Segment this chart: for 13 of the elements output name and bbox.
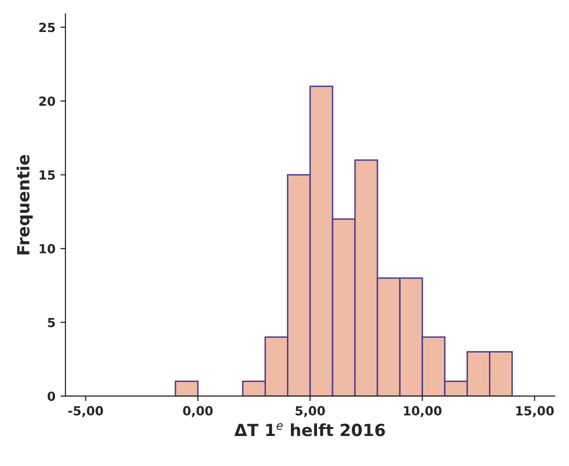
x-tick-label: 10,00: [404, 406, 442, 418]
x-tick-label: 0,00: [183, 406, 213, 418]
x-tick-label: -5,00: [68, 406, 104, 418]
y-tick-label: 0: [48, 392, 56, 402]
y-tick-label: 15: [40, 170, 55, 180]
y-axis-title: Frequentie: [16, 154, 33, 254]
x-tick-label: 5,00: [296, 406, 325, 418]
y-tick-label: 5: [48, 318, 55, 328]
y-tick-label: 20: [39, 96, 56, 106]
x-axis-title: ΔT 1$^{e}$ helft 2016: [234, 423, 385, 436]
x-tick-label: 15,00: [516, 406, 554, 418]
y-tick-label: 10: [40, 244, 56, 254]
y-tick-label: 25: [39, 22, 55, 32]
